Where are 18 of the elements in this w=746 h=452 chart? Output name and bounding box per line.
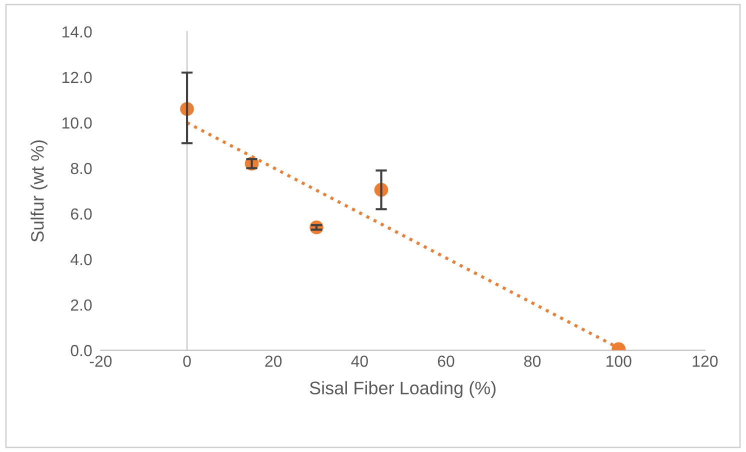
x-tick-label: 80 xyxy=(524,356,541,367)
y-tick-label: 10.0 xyxy=(62,117,92,129)
x-tick-label: 20 xyxy=(265,356,282,367)
x-tick-label: 120 xyxy=(692,356,718,367)
y-tick-label: 14.0 xyxy=(62,26,92,38)
x-tick-label: 0 xyxy=(183,356,191,367)
y-axis-title: Sulfur (wt %) xyxy=(30,140,48,242)
y-tick-label: 0.0 xyxy=(70,344,92,356)
x-tick-label: 100 xyxy=(606,356,632,367)
y-tick-label: 6.0 xyxy=(70,208,92,220)
y-tick-label: 8.0 xyxy=(70,162,92,174)
x-tick-label: 40 xyxy=(351,356,368,367)
x-tick-label: 60 xyxy=(438,356,454,367)
y-tick-label: 12.0 xyxy=(62,72,92,84)
x-axis-title: Sisal Fiber Loading (%) xyxy=(310,381,496,398)
x-tick-label: -20 xyxy=(90,356,112,367)
y-tick-label: 2.0 xyxy=(70,299,92,311)
y-tick-label: 4.0 xyxy=(70,254,92,266)
